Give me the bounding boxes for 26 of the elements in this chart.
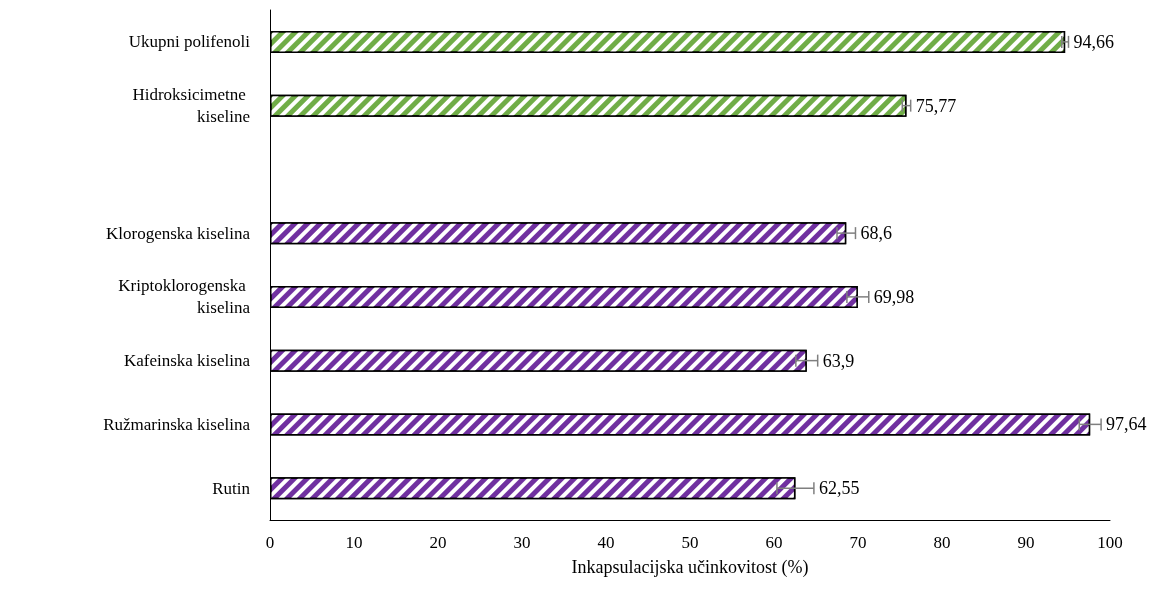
y-tick-label: Hidroksicimetne kiseline [132,85,250,127]
y-tick-label: Ukupni polifenoli [128,32,251,52]
y-tick-label: Rutin [212,478,251,498]
x-tick-label: 40 [597,533,615,552]
x-tick-label: 60 [765,533,783,552]
y-tick-label: Kriptoklorogenska kiselina [118,276,251,318]
x-tick-label: 0 [265,533,275,552]
y-tick-label: Klorogenska kiselina [106,223,251,243]
data-label: 62,55 [818,478,860,499]
y-tick-label: Kafeinska kiselina [123,351,251,371]
x-tick-label: 70 [849,533,867,552]
y-tick-label: Ružmarinska kiselina [103,414,251,434]
data-label: 75,77 [915,95,957,116]
x-tick-label: 100 [1097,533,1123,552]
data-label: 94,66 [1073,31,1114,52]
x-tick-label: 20 [429,533,447,552]
x-tick-label: 80 [933,533,951,552]
x-axis-title: Inkapsulacijska učinkovitost (%) [571,557,809,578]
x-tick-label: 10 [345,533,363,552]
x-tick-label: 90 [1017,533,1035,552]
data-label: 69,98 [873,286,915,307]
x-tick-label: 50 [681,533,699,552]
data-label: 68,6 [860,223,892,244]
data-label: 63,9 [822,350,855,371]
data-label: 97,64 [1106,414,1147,435]
x-tick-label: 30 [513,533,531,552]
